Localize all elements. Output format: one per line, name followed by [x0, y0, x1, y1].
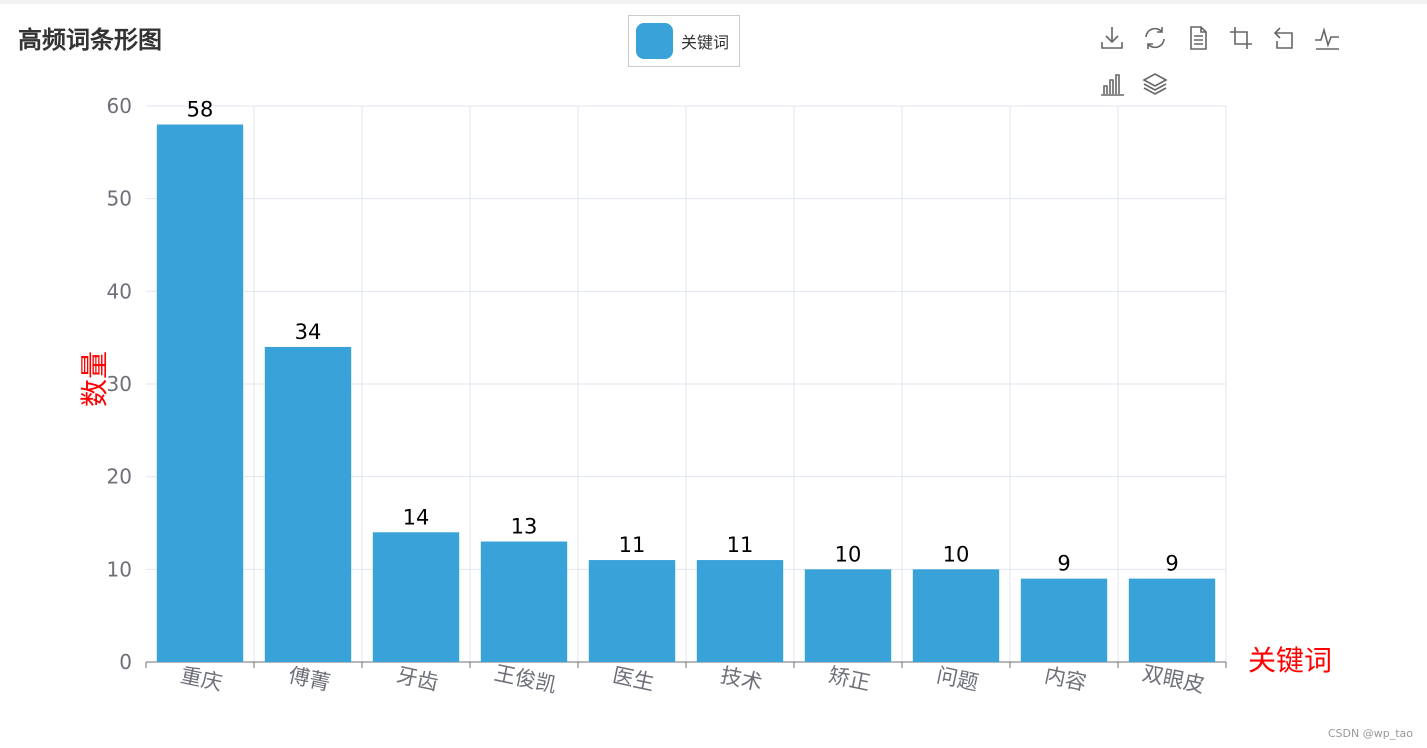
- data-label: 9: [1057, 552, 1070, 576]
- bar: [1020, 578, 1108, 662]
- data-view-icon[interactable]: [1184, 24, 1212, 52]
- y-tick-label: 20: [107, 465, 132, 489]
- toolbox: [1098, 24, 1348, 104]
- legend[interactable]: 关键词: [628, 15, 740, 67]
- x-tick-label: 牙齿: [394, 663, 440, 695]
- y-tick-label: 40: [107, 279, 132, 303]
- bar: [804, 569, 892, 662]
- bar: [1128, 578, 1216, 662]
- bar: [156, 124, 244, 663]
- bar: [264, 346, 352, 662]
- x-tick-label: 矫正: [826, 663, 872, 695]
- x-tick-label: 傅菁: [286, 663, 332, 695]
- x-tick-label: 王俊凯: [492, 661, 559, 698]
- x-tick-label: 双眼皮: [1140, 661, 1207, 698]
- data-label: 34: [295, 320, 322, 344]
- x-axis-title: 关键词: [1248, 644, 1332, 677]
- x-tick-label: 技术: [718, 663, 764, 695]
- data-label: 14: [403, 505, 430, 529]
- top-border: [0, 0, 1427, 4]
- data-label: 11: [619, 533, 646, 557]
- y-tick-label: 10: [107, 557, 132, 581]
- bar: [696, 560, 784, 662]
- data-label: 58: [187, 98, 214, 122]
- x-tick-label: 重庆: [178, 663, 224, 695]
- stack-icon[interactable]: [1141, 70, 1169, 98]
- bar: [480, 541, 568, 662]
- legend-swatch: [636, 23, 673, 59]
- data-label: 9: [1165, 552, 1178, 576]
- bar: [912, 569, 1000, 662]
- x-tick-label: 内容: [1042, 663, 1088, 695]
- x-tick-label: 问题: [934, 663, 980, 695]
- y-axis-title: 数量: [78, 351, 111, 407]
- y-tick-label: 60: [107, 94, 132, 118]
- bar: [588, 560, 676, 662]
- watermark: CSDN @wp_tao: [1327, 727, 1413, 740]
- bar: [372, 532, 460, 662]
- refresh-icon[interactable]: [1141, 24, 1169, 52]
- bar-chart-icon[interactable]: [1098, 70, 1126, 98]
- zoom-select-icon[interactable]: [1227, 24, 1255, 52]
- line-chart-icon[interactable]: [1313, 24, 1341, 52]
- data-label: 10: [835, 542, 862, 566]
- chart-title: 高频词条形图: [18, 26, 162, 54]
- legend-label: 关键词: [681, 33, 730, 52]
- data-label: 13: [511, 515, 538, 539]
- y-tick-label: 50: [107, 187, 132, 211]
- y-tick-label: 30: [107, 372, 132, 396]
- data-label: 11: [727, 533, 754, 557]
- y-tick-label: 0: [119, 650, 132, 674]
- data-label: 10: [943, 542, 970, 566]
- x-tick-label: 医生: [610, 663, 656, 695]
- download-icon[interactable]: [1098, 24, 1126, 52]
- zoom-back-icon[interactable]: [1270, 24, 1298, 52]
